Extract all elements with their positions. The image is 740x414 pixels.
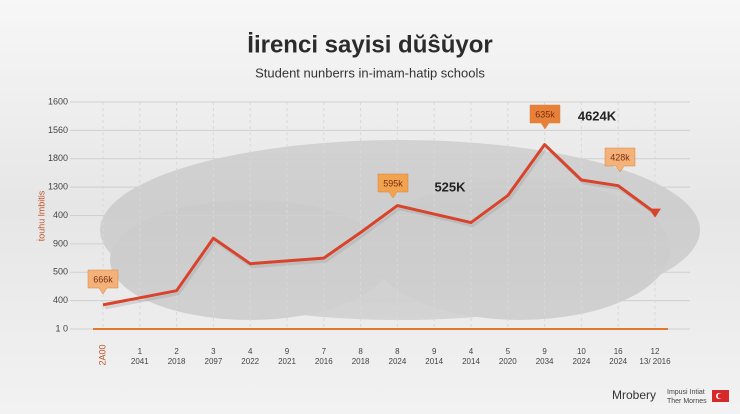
footer-brand: Mrobery	[612, 388, 656, 402]
annotation-bubble	[377, 173, 409, 199]
y-tick-label: 900	[53, 238, 68, 248]
footer-note: Ther Mornes	[667, 398, 707, 405]
x-tick-label: 2024	[389, 357, 407, 366]
y-tick-label: 1800	[48, 153, 68, 163]
chart-subtitle: Student nunberrs in-imam-hatip schools	[255, 65, 485, 80]
x-tick-label: 9	[432, 347, 437, 356]
x-tick-label: 1	[138, 347, 143, 356]
x-tick-label: 2018	[352, 357, 370, 366]
x-tick-label: 2018	[168, 357, 186, 366]
x-tick-label: 2024	[609, 357, 627, 366]
x-tick-label: 2020	[499, 357, 517, 366]
flag-icon	[712, 390, 729, 402]
x-tick-label: 2022	[241, 357, 259, 366]
annotation-bubble	[529, 104, 561, 130]
y-tick-label: 1600	[48, 96, 68, 106]
x-tick-label: 12	[651, 347, 660, 356]
x-tick-label: 9	[285, 347, 290, 356]
x-tick-label: 13/ 2016	[639, 357, 671, 366]
annotation: 595k	[383, 178, 403, 188]
y-axis-label: ṫouhu lmbitis	[36, 190, 46, 241]
x-tick-label: 9	[542, 347, 547, 356]
annotation-bubble	[604, 147, 636, 173]
annotation: 635k	[535, 109, 555, 119]
y-tick-label: 1300	[48, 182, 68, 192]
chart-title: İirenci sayisi dŭŝŭyor	[247, 31, 492, 58]
annotation: 4624K	[578, 108, 617, 123]
x-tick-label: 2016	[315, 357, 333, 366]
x-tick-label: 5	[506, 347, 511, 356]
data-line	[102, 143, 656, 307]
x-tick-label: 8	[358, 347, 363, 356]
x-tick-label: 2097	[205, 357, 223, 366]
annotation: 666k	[93, 274, 113, 284]
x-tick-label: 4	[469, 347, 474, 356]
annotation-bubble	[87, 269, 119, 295]
x-tick-label: 2021	[278, 357, 296, 366]
x-tick-label: 2041	[131, 357, 149, 366]
arrow-head	[649, 208, 661, 218]
x-tick-label: 10	[577, 347, 586, 356]
y-tick-label: 1560	[48, 125, 68, 135]
y-tick-label: 400	[53, 210, 68, 220]
crowd-backdrop	[100, 140, 700, 320]
x-tick-label: 3	[211, 347, 216, 356]
annotation: 428k	[610, 152, 630, 162]
x-tick-label: 8	[395, 347, 400, 356]
x-tick-label: 7	[322, 347, 327, 356]
annotation: 525K	[434, 179, 466, 194]
y-tick-label: 500	[53, 267, 68, 277]
x-tick-label: 2024	[573, 357, 591, 366]
x-tick-label: 2	[174, 347, 179, 356]
footer-note: Impusi Intiat	[667, 389, 705, 396]
x-tick-label: 16	[614, 347, 623, 356]
y-tick-label: 400	[53, 295, 68, 305]
x-tick-label: 2A00	[97, 344, 107, 365]
x-tick-label: 4	[248, 347, 253, 356]
y-tick-label: 1 0	[55, 323, 68, 333]
x-tick-label: 2014	[462, 357, 480, 366]
x-tick-label: 2014	[425, 357, 443, 366]
x-tick-label: 2034	[536, 357, 554, 366]
